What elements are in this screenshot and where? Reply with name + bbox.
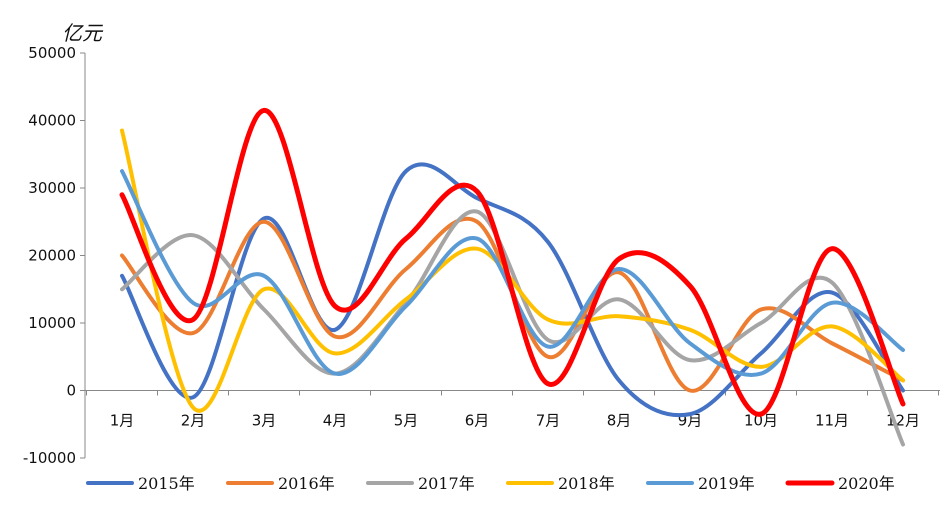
legend: 2015年 2016年 2017年 2018年 2019年 2020年 xyxy=(86,474,895,493)
y-tick-label: 10000 xyxy=(28,314,76,332)
unit-label: 亿元 xyxy=(62,21,104,45)
legend-label: 2019年 xyxy=(698,474,755,493)
x-tick-label: 10月 xyxy=(744,412,778,430)
y-tick-label: -10000 xyxy=(23,449,76,467)
x-tick-label: 2月 xyxy=(181,412,206,430)
y-tick-label: 50000 xyxy=(28,44,76,62)
y-tick-label: 30000 xyxy=(28,179,76,197)
series-line xyxy=(120,169,905,377)
x-tick-label: 6月 xyxy=(465,412,490,430)
x-tick-label: 7月 xyxy=(536,412,561,430)
y-tick-label: 0 xyxy=(66,382,76,400)
legend-label: 2018年 xyxy=(558,474,615,493)
series-line xyxy=(119,107,906,417)
series-line xyxy=(120,162,905,418)
legend-label: 2017年 xyxy=(418,474,475,493)
x-tick-label: 5月 xyxy=(394,412,419,430)
legend-label: 2015年 xyxy=(138,474,195,493)
legend-label: 2016年 xyxy=(278,474,335,493)
x-tick-label: 1月 xyxy=(110,412,135,430)
y-tick-label: 20000 xyxy=(28,247,76,265)
series-line xyxy=(120,128,905,413)
axes: -10000 0 10000 20000 30000 40000 50000 1月 2月 3月 4月… xyxy=(23,44,940,467)
x-tick-label: 8月 xyxy=(607,412,632,430)
x-tick-label: 4月 xyxy=(323,412,348,430)
series-lines xyxy=(119,107,906,447)
x-tick-label: 3月 xyxy=(252,412,277,430)
y-tick-label: 40000 xyxy=(28,112,76,130)
x-tick-label: 11月 xyxy=(815,412,849,430)
legend-label: 2020年 xyxy=(838,474,895,493)
